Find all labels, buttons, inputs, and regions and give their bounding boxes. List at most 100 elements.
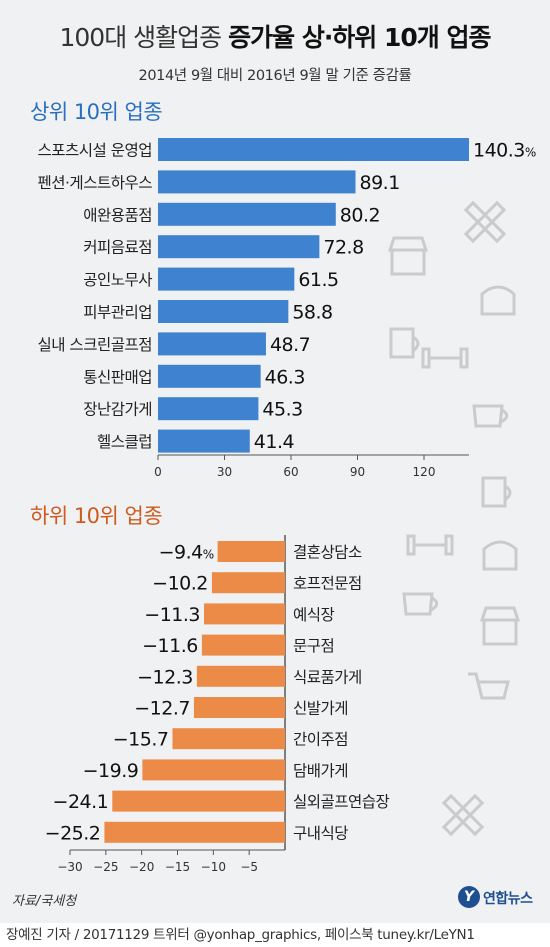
bottom10-chart: 결혼상담소 −9.4% 호프전문점 −10.2 예식장 −11.3 문구점 −11.6 식료품가… [45,535,390,874]
value-label-bottom-9: −25.2 [45,822,101,844]
bar-top-2 [158,202,336,226]
decor-icons [387,200,521,837]
category-label-bottom-3: 문구점 [293,637,334,655]
pencil-ruler-icon-2 [441,793,485,837]
category-label-bottom-9: 구내식당 [293,824,348,842]
category-label-top-5: 피부관리업 [83,304,152,322]
bar-top-0 [158,138,469,161]
cake-icon-2 [482,540,518,571]
bar-bottom-4 [196,665,285,687]
value-label-bottom-7: −19.9 [83,760,139,782]
bar-top-1 [158,170,356,194]
category-label-top-4: 공인노무사 [83,271,152,289]
pencil-ruler-icon [463,200,507,244]
category-label-top-6: 실내 스크린골프점 [37,336,152,354]
category-label-bottom-2: 예식장 [293,606,335,624]
yonhap-logo: Y 연합뉴스 [458,884,544,910]
category-label-top-8: 장난감가게 [83,401,152,419]
value-label-top-1: 89.1 [360,172,400,194]
category-label-top-3: 커피음료점 [83,239,152,257]
value-label-top-3: 72.8 [323,237,363,259]
logo-name: 연합뉴스 [483,891,533,907]
bar-top-4 [158,267,295,291]
value-label-top-2: 80.2 [340,204,380,226]
top10-section-title: 상위 10위 업종 [30,100,163,124]
category-label-bottom-7: 담배가게 [293,762,348,780]
bar-bottom-7 [142,759,285,781]
coffee-icon-2 [402,592,439,616]
x-tick-label-top-2: 60 [283,465,298,479]
bar-bottom-9 [104,821,286,843]
title-light: 100대 생활업종 [59,23,222,52]
title-bold: 증가율 상·하위 10개 업종 [228,23,491,52]
x-tick-label-bottom-1: −25 [93,860,118,874]
x-tick-label-bottom-2: −20 [129,860,154,874]
cart-icon [468,672,510,700]
category-label-top-9: 헬스클럽 [97,433,152,451]
dumbbell-icon-2 [406,534,454,556]
unit-label-top: % [525,146,536,160]
value-label-top-4: 61.5 [298,269,338,291]
category-label-top-2: 애완용품점 [83,206,152,224]
credit-line: 장예진 기자 / 20171129 트위터 @yonhap_graphics, … [0,923,550,947]
value-label-bottom-3: −11.6 [142,635,198,657]
value-label-bottom-2: −11.3 [144,604,200,626]
chart-title: 100대 생활업종 증가율 상·하위 10개 업종 [0,18,550,54]
x-tick-label-top-1: 30 [217,465,232,479]
category-label-top-7: 통신판매업 [83,368,152,386]
value-label-bottom-1: −10.2 [152,573,208,595]
bar-bottom-3 [201,634,285,656]
value-label-bottom-5: −12.7 [134,698,190,720]
bottom10-section-title: 하위 10위 업종 [30,504,163,528]
x-tick-label-top-4: 120 [413,465,436,479]
x-tick-label-bottom-0: −30 [57,860,82,874]
cake-icon [480,285,516,316]
value-label-top-7: 46.3 [265,366,305,388]
bar-bottom-5 [193,697,285,718]
x-tick-label-bottom-4: −10 [201,860,226,874]
bar-top-5 [158,300,289,323]
bar-top-9 [158,429,250,453]
value-label-top-5: 58.8 [292,302,332,324]
category-label-bottom-1: 호프전문점 [293,575,362,593]
coffee-icon [472,404,509,428]
chart-subtitle: 2014년 9월 대비 2016년 9월 말 기준 증감률 [138,68,412,84]
value-label-bottom-0: −9.4% [159,542,214,564]
category-label-bottom-4: 식료품가게 [293,668,362,686]
logo-mark: Y [458,886,480,908]
value-label-top-9: 41.4 [254,431,295,453]
bar-top-3 [158,235,320,259]
bar-bottom-1 [211,572,285,594]
value-label-bottom-8: −24.1 [53,791,109,813]
value-label-bottom-4: −12.3 [137,666,193,688]
bar-bottom-8 [112,790,286,812]
value-label-top-8: 45.3 [262,399,302,421]
category-label-bottom-6: 간이주점 [293,731,348,749]
bar-bottom-2 [204,603,285,625]
bar-top-6 [158,332,266,356]
dumbbell-icon [421,347,469,369]
x-tick-label-bottom-3: −15 [165,860,190,874]
bar-bottom-0 [217,541,285,562]
value-label-top-0: 140.3% [473,140,536,162]
store-icon-2 [479,606,521,646]
source-note: 자료/국세청 [12,894,77,909]
x-tick-label-top-3: 90 [350,465,365,479]
category-label-top-0: 스포츠시설 운영업 [37,142,152,160]
store-icon [387,236,429,276]
top10-chart: 스포츠시설 운영업 140.3% 펜션·게스트하우스 89.1 애완용품점 80.2 커피음… [37,138,536,479]
category-label-bottom-0: 결혼상담소 [293,544,362,562]
value-label-bottom-6: −15.7 [113,729,169,751]
category-label-bottom-5: 신발가게 [293,700,348,718]
value-label-top-6: 48.7 [270,334,310,356]
bar-top-8 [158,397,259,421]
beer-icon-2 [481,476,512,508]
category-label-bottom-8: 실외골프연습장 [293,793,390,811]
bar-top-7 [158,364,261,388]
unit-label-bottom: % [203,548,214,562]
x-tick-label-bottom-5: −5 [240,860,258,874]
category-label-top-1: 펜션·게스트하우스 [37,174,152,192]
beer-icon [389,327,420,359]
x-tick-label-top-0: 0 [154,465,162,479]
